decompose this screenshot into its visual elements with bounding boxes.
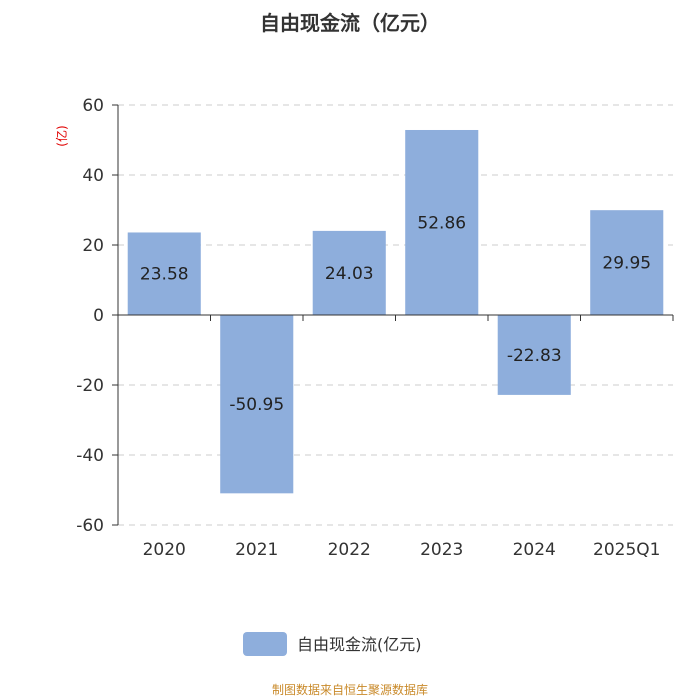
y-tick-label: -60 (76, 516, 104, 536)
y-tick-label: -20 (76, 376, 104, 396)
y-tick-label: 60 (82, 96, 104, 116)
axes (112, 104, 674, 526)
chart-title: 自由现金流（亿元） (260, 11, 440, 35)
bar-series (127, 129, 664, 494)
bar-2024[interactable] (497, 315, 571, 395)
bar-2020[interactable] (127, 232, 201, 315)
y-axis-unit-label: (亿) (54, 125, 69, 146)
x-tick-label: 2020 (143, 540, 186, 560)
data-label: 24.03 (325, 264, 374, 284)
legend-label[interactable]: 自由现金流(亿元) (297, 635, 422, 654)
y-tick-labels: 60 40 20 0 -20 -40 -60 (76, 96, 104, 536)
source-note: 制图数据来自恒生聚源数据库 (272, 682, 428, 697)
x-tick-label: 2021 (235, 540, 278, 560)
legend-swatch[interactable] (243, 632, 287, 656)
data-label: 23.58 (140, 265, 189, 285)
bar-2025Q1[interactable] (590, 210, 664, 315)
data-label: 52.86 (417, 213, 466, 233)
data-labels: 23.58 -50.95 24.03 52.86 -22.83 29.95 (140, 213, 651, 415)
grid-lines (118, 104, 673, 526)
x-tick-labels: 2020 2021 2022 2023 2024 2025Q1 (143, 540, 661, 560)
x-tick-label: 2023 (420, 540, 463, 560)
bar-2022[interactable] (312, 230, 386, 315)
bar-2023[interactable] (405, 129, 479, 315)
data-label: -50.95 (229, 395, 284, 415)
y-tick-label: 20 (82, 236, 104, 256)
bar-2021[interactable] (220, 315, 294, 494)
data-label: 29.95 (602, 254, 651, 274)
y-tick-label: 40 (82, 166, 104, 186)
y-tick-label: -40 (76, 446, 104, 466)
x-tick-label: 2025Q1 (593, 540, 660, 560)
y-tick-label: 0 (93, 306, 104, 326)
data-label: -22.83 (507, 346, 562, 366)
legend[interactable]: 自由现金流(亿元) (243, 632, 422, 656)
x-tick-label: 2022 (328, 540, 371, 560)
x-tick-label: 2024 (513, 540, 556, 560)
